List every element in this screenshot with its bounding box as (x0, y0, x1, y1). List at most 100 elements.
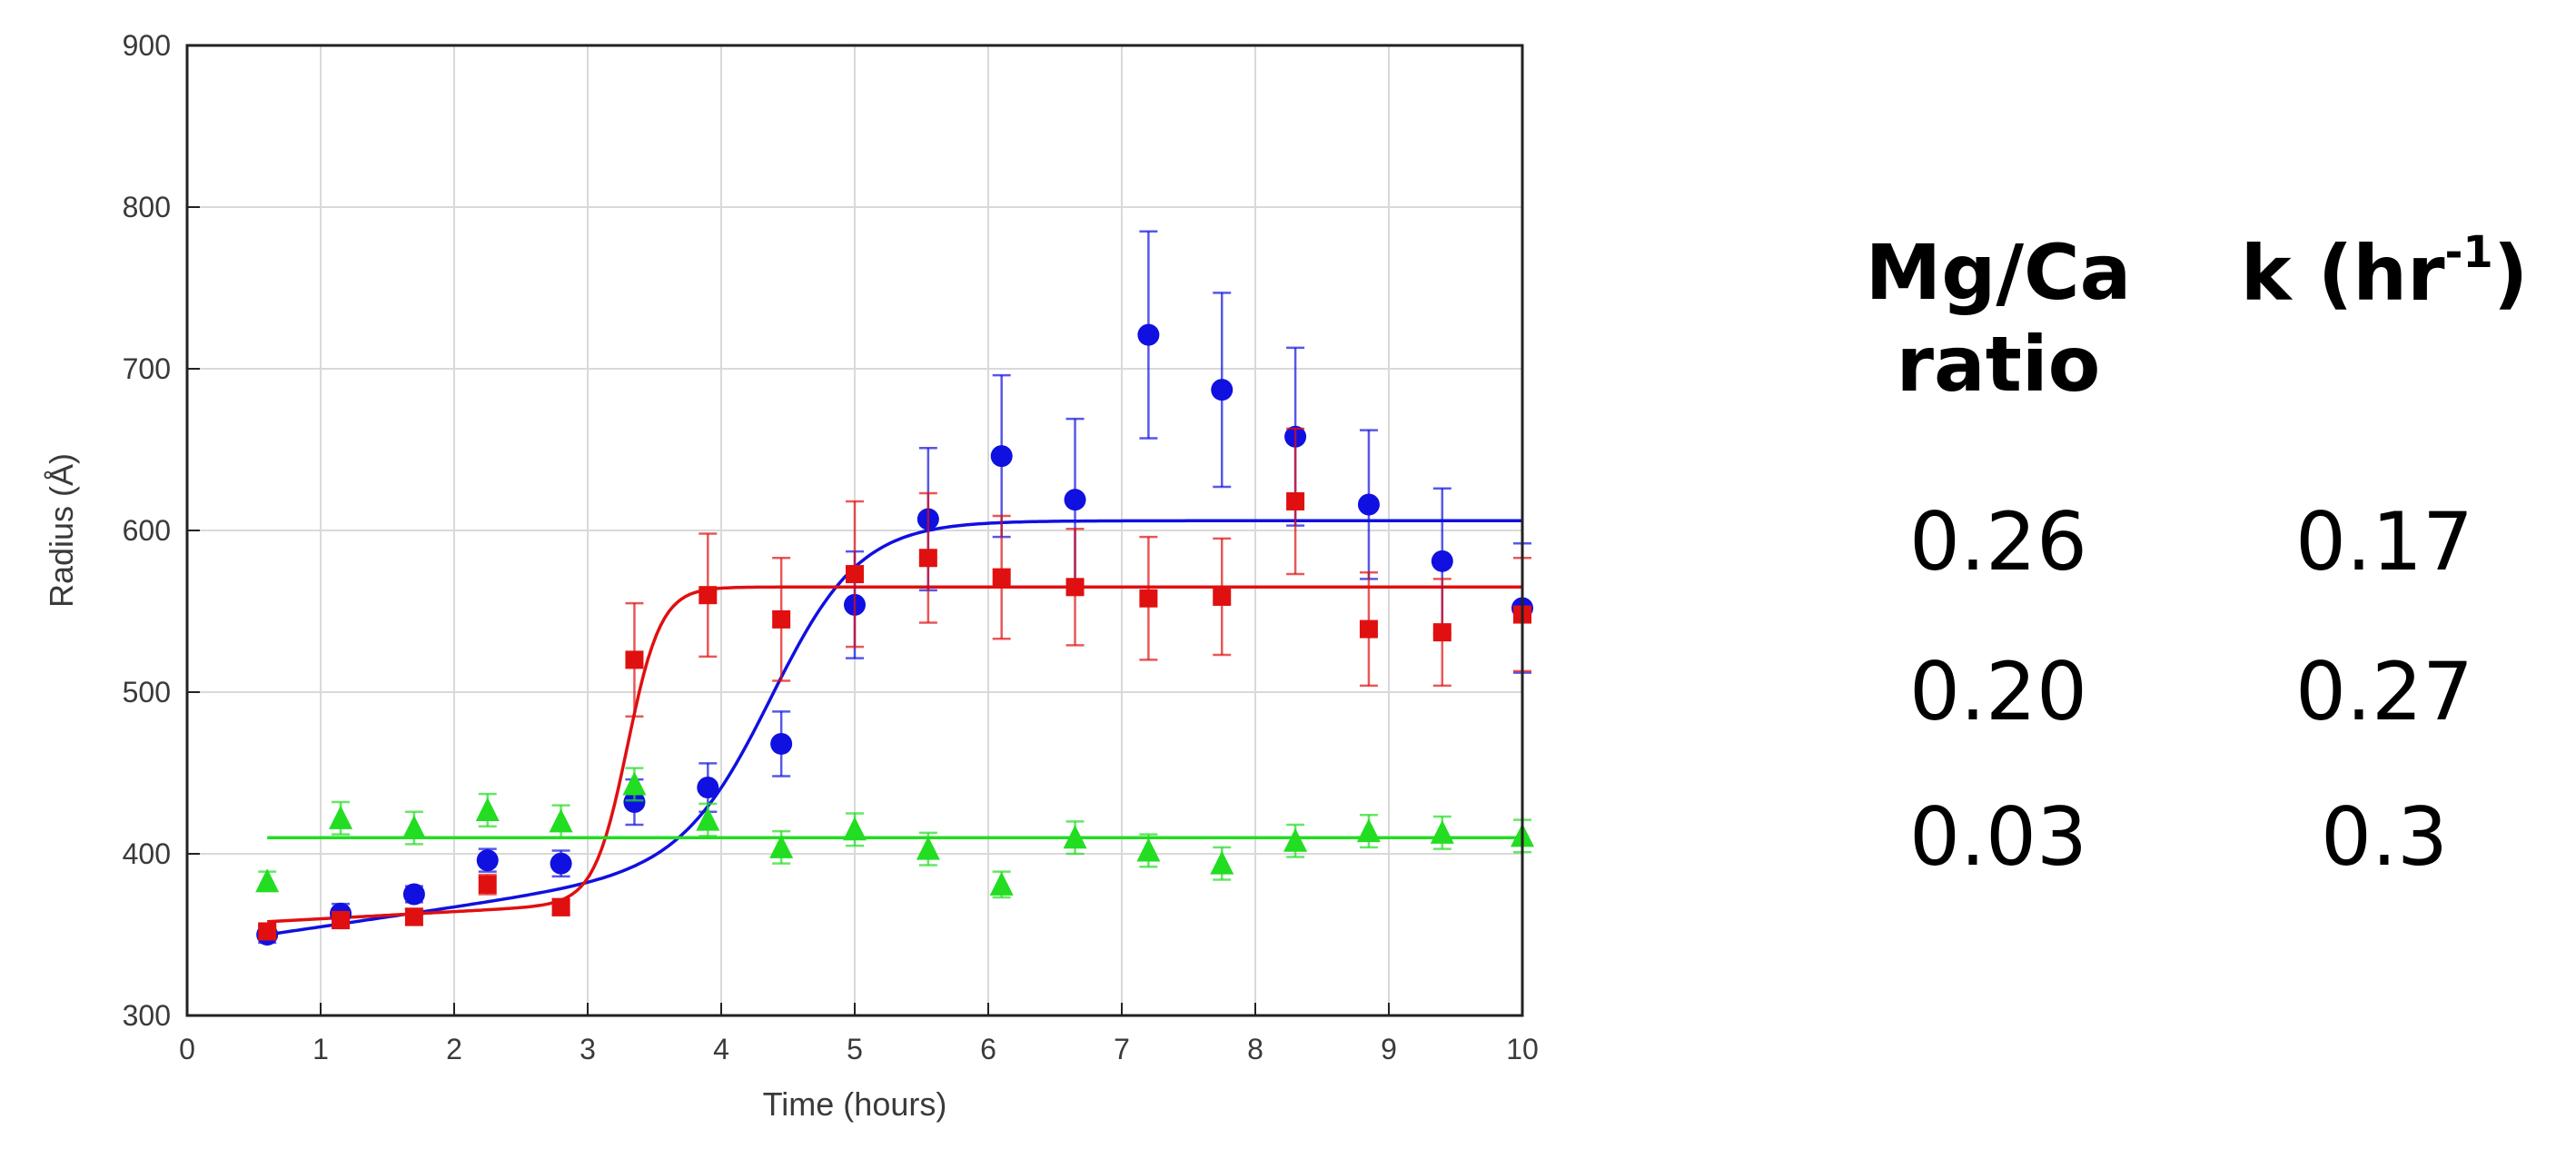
marker-square (992, 568, 1011, 587)
marker-circle (1137, 323, 1160, 346)
data-point (475, 792, 500, 827)
x-tick-label: 5 (847, 1033, 863, 1065)
data-point (696, 802, 720, 837)
x-tick-label: 0 (179, 1033, 195, 1065)
marker-circle (1211, 379, 1234, 401)
ratio-cell: 0.20 (1909, 645, 2087, 738)
data-point (549, 804, 573, 839)
data-point (1359, 571, 1378, 688)
data-point (992, 514, 1011, 640)
data-point (625, 601, 644, 718)
y-axis-label: Radius (Å) (43, 453, 80, 608)
ratio-cell: 0.03 (1909, 790, 2087, 884)
data-point (404, 907, 423, 926)
data-point (1283, 823, 1308, 858)
marker-circle (476, 849, 499, 872)
data-point (1139, 535, 1158, 661)
marker-triangle (1356, 818, 1381, 843)
data-point (401, 810, 426, 846)
header-mg-ca-line1: Mg/Ca (1865, 228, 2132, 317)
k-cell: 0.27 (2295, 645, 2473, 738)
y-tick-label: 800 (123, 191, 171, 223)
x-tick-label: 9 (1381, 1033, 1397, 1065)
marker-triangle (916, 836, 940, 860)
data-point (698, 532, 718, 659)
header-k-close: ) (2492, 229, 2529, 318)
marker-square (1139, 589, 1158, 608)
marker-square (846, 565, 864, 584)
marker-square (918, 549, 937, 568)
data-point (1356, 814, 1381, 849)
marker-square (551, 897, 570, 916)
data-point (550, 849, 572, 878)
marker-square (1286, 491, 1305, 510)
marker-square (1213, 587, 1232, 606)
x-tick-label: 4 (713, 1033, 729, 1065)
marker-triangle (769, 834, 794, 858)
data-point (916, 831, 940, 867)
marker-circle (1431, 550, 1453, 572)
data-point (1213, 537, 1232, 657)
marker-triangle (1136, 837, 1161, 862)
data-point (1065, 527, 1085, 647)
data-point (258, 922, 277, 941)
data-point (622, 767, 647, 802)
data-point (329, 800, 353, 836)
marker-triangle (475, 797, 500, 821)
marker-circle (623, 791, 646, 814)
data-point (402, 883, 425, 906)
marker-triangle (1210, 850, 1234, 875)
x-tick-label: 7 (1114, 1033, 1130, 1065)
marker-triangle (622, 771, 647, 796)
marker-circle (402, 883, 425, 906)
x-tick-label: 6 (980, 1033, 996, 1065)
y-tick-label: 600 (123, 514, 171, 547)
k-cell: 0.17 (2295, 495, 2473, 589)
x-tick-label: 3 (580, 1033, 596, 1065)
marker-triangle (843, 817, 867, 841)
data-point (990, 373, 1013, 539)
data-point (478, 873, 497, 896)
marker-triangle (989, 871, 1014, 896)
data-point (1286, 427, 1305, 576)
marker-square (1432, 623, 1451, 642)
fit-lines (266, 519, 1522, 936)
data-point (769, 829, 794, 865)
x-tick-label: 8 (1247, 1033, 1263, 1065)
marker-triangle (1063, 825, 1087, 849)
k-cell: 0.3 (2321, 790, 2448, 884)
marker-circle (550, 852, 572, 875)
data-point (1432, 578, 1451, 688)
marker-circle (697, 777, 719, 799)
header-mg-ca-line2: ratio (1896, 319, 2101, 409)
y-tick-label: 900 (123, 29, 171, 62)
data-point (843, 812, 867, 847)
marker-circle (1064, 489, 1086, 511)
ratio-cell: 0.26 (1909, 495, 2087, 589)
marker-triangle (1430, 819, 1454, 844)
data-point (476, 847, 499, 873)
marker-triangle (329, 805, 353, 829)
data-point (1211, 292, 1234, 489)
header-mg-ca-ratio: Mg/Ca ratio (1780, 227, 2216, 411)
header-k-main: k (hr (2240, 229, 2445, 318)
data-point (770, 710, 793, 778)
data-point (332, 910, 351, 930)
marker-triangle (549, 808, 573, 833)
marker-square (772, 609, 791, 629)
data-point (989, 870, 1014, 899)
data-point (1430, 815, 1454, 850)
data-point (1063, 820, 1087, 856)
x-tick-label: 2 (446, 1033, 462, 1065)
data-point (1210, 846, 1234, 881)
marker-circle (1357, 493, 1380, 516)
marker-square (258, 922, 277, 941)
y-tick-label: 300 (123, 999, 171, 1032)
header-k-superscript: -1 (2444, 227, 2493, 278)
axis-ticks: 0 1 2 3 4 5 6 7 8 9 10 300 400 500 600 700 800 900 (123, 29, 1539, 1065)
x-axis-label: Time (hours) (763, 1085, 947, 1123)
marker-triangle (1283, 827, 1308, 852)
marker-triangle (696, 807, 720, 831)
data-points (255, 230, 1534, 946)
marker-circle (770, 732, 793, 755)
